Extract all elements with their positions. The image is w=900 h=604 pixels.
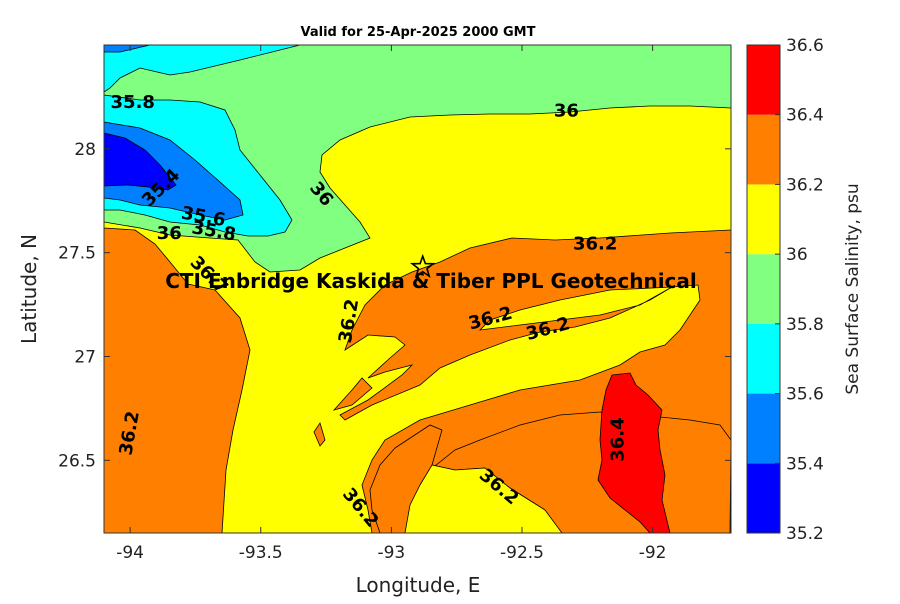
contour-label: 36.2 <box>573 233 617 254</box>
x-tick-label: -93.5 <box>239 543 283 563</box>
y-tick-label: 27.5 <box>58 244 96 264</box>
contour-label: 36 <box>554 100 579 121</box>
contour-fills <box>104 45 731 533</box>
colorbar-swatch <box>747 254 780 324</box>
colorbar-tick-label: 36 <box>786 245 808 265</box>
axes: -94 -93.5 -93 -92.5 -92 26.5 27 27.5 28 <box>58 45 731 563</box>
x-axis-label: Longitude, E <box>356 573 481 597</box>
colorbar-swatch <box>747 463 780 533</box>
colorbar-tick-label: 35.8 <box>786 315 824 335</box>
y-tick-label: 28 <box>74 140 96 160</box>
colorbar-tick-label: 35.4 <box>786 454 824 474</box>
colorbar: 35.2 35.4 35.6 35.8 36 36.2 36.4 36.6 <box>746 36 824 544</box>
chart-title: Valid for 25-Apr-2025 2000 GMT <box>301 25 536 40</box>
colorbar-swatch <box>747 45 780 115</box>
x-tick-label: -92 <box>639 543 667 563</box>
colorbar-frame <box>746 44 781 534</box>
star-icon <box>410 253 436 279</box>
band-36-2-to-36-4-west <box>104 227 251 533</box>
site-annotation: CTI Enbridge Kaskida & Tiber PPL Geotech… <box>165 269 697 293</box>
star-marker <box>410 253 436 279</box>
contour-label: 36.4 <box>608 417 629 461</box>
y-axis-label: Latitude, N <box>17 234 41 344</box>
colorbar-tick-label: 36.4 <box>786 106 824 126</box>
contour-label: 35.8 <box>111 92 155 113</box>
colorbar-swatch <box>747 114 780 185</box>
plot-frame <box>103 44 732 534</box>
colorbar-label: Sea Surface Salinity, psu <box>843 183 863 394</box>
colorbar-tick-label: 36.2 <box>786 175 824 195</box>
colorbar-swatch <box>747 393 780 464</box>
y-tick-label: 26.5 <box>58 451 96 471</box>
band-36-2-to-36-4-islet-2 <box>313 422 326 447</box>
x-tick-label: -94 <box>116 543 144 563</box>
colorbar-tick-label: 36.6 <box>786 36 824 56</box>
band-36-4-to-36-6 <box>597 372 671 533</box>
colorbar-tick-label: 35.2 <box>786 524 824 544</box>
x-tick-label: -92.5 <box>500 543 544 563</box>
y-tick-label: 27 <box>74 347 96 367</box>
contour-label: 36 <box>157 223 182 244</box>
colorbar-swatch <box>747 184 780 255</box>
band-36-0-to-36-2-gap <box>404 464 563 533</box>
band-35-2-to-35-4 <box>104 132 177 191</box>
colorbar-tick-label: 35.6 <box>786 385 824 405</box>
x-tick-label: -93 <box>377 543 405 563</box>
band-36-2-to-36-4-islet-1 <box>332 377 373 411</box>
colorbar-swatch <box>747 323 780 394</box>
